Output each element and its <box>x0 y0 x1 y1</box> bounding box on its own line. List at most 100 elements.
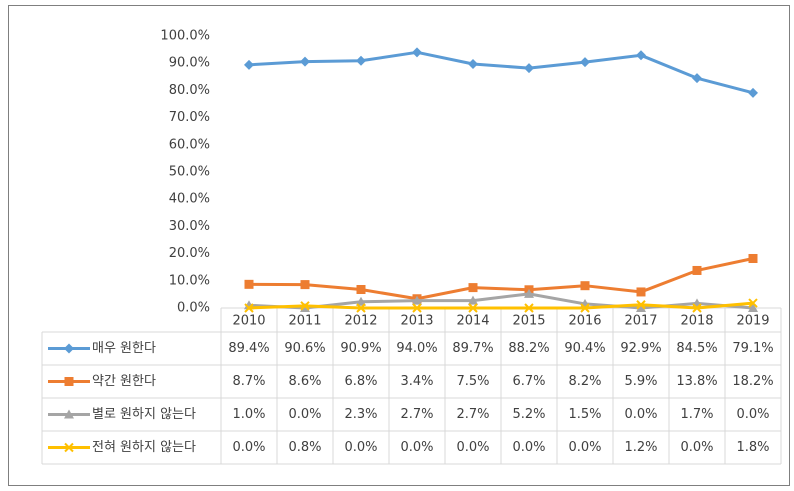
marker <box>524 288 534 298</box>
y-tick-label: 40.0% <box>169 192 210 207</box>
table-value: 13.8% <box>676 374 717 389</box>
table-value: 2.3% <box>344 407 377 422</box>
y-tick-label: 100.0% <box>160 29 210 44</box>
table-value: 0.0% <box>400 440 433 455</box>
table-value: 8.7% <box>232 374 265 389</box>
marker <box>468 303 478 313</box>
marker <box>412 295 422 305</box>
marker <box>300 56 310 67</box>
table-value: 94.0% <box>396 341 437 356</box>
marker <box>748 303 758 312</box>
table-value: 79.1% <box>732 341 773 356</box>
marker <box>748 87 758 98</box>
y-tick-label: 90.0% <box>169 56 210 71</box>
y-tick-label: 30.0% <box>169 219 210 234</box>
x-tick-label: 2015 <box>512 314 545 329</box>
table-value: 0.0% <box>736 407 769 422</box>
marker <box>356 303 366 313</box>
table-value: 6.7% <box>512 374 545 389</box>
table-value: 7.5% <box>456 374 489 389</box>
marker <box>692 265 702 275</box>
table-value: 0.0% <box>288 407 321 422</box>
x-tick-label: 2012 <box>344 314 377 329</box>
legend-label: 별로 원하지 않는다 <box>92 407 196 422</box>
table-value: 6.8% <box>344 374 377 389</box>
table-value: 89.7% <box>452 341 493 356</box>
table-value: 3.4% <box>400 374 433 389</box>
table-value: 0.0% <box>624 407 657 422</box>
legend-marker <box>64 343 74 354</box>
marker <box>468 59 478 70</box>
marker <box>412 303 422 313</box>
marker <box>580 303 590 313</box>
table-value: 1.0% <box>232 407 265 422</box>
table-value: 0.0% <box>568 440 601 455</box>
x-tick-label: 2017 <box>624 314 657 329</box>
marker <box>356 296 366 306</box>
table-value: 0.0% <box>680 440 713 455</box>
table-value: 1.7% <box>680 407 713 422</box>
y-tick-label: 80.0% <box>169 83 210 98</box>
table-value: 84.5% <box>676 341 717 356</box>
marker <box>748 253 758 263</box>
legend-marker <box>64 442 74 453</box>
marker <box>468 283 478 293</box>
x-tick-label: 2011 <box>288 314 321 329</box>
legend-label: 전혀 원하지 않는다 <box>92 440 196 455</box>
y-tick-label: 20.0% <box>169 246 210 261</box>
marker <box>244 303 254 313</box>
marker <box>692 303 702 313</box>
marker <box>692 73 702 84</box>
table-value: 1.2% <box>624 440 657 455</box>
marker <box>524 303 534 313</box>
table-value: 1.8% <box>736 440 769 455</box>
table-value: 88.2% <box>508 341 549 356</box>
table-value: 0.0% <box>512 440 545 455</box>
table-value: 18.2% <box>732 374 773 389</box>
series-line <box>248 257 754 301</box>
table-value: 2.7% <box>456 407 489 422</box>
marker <box>636 287 646 297</box>
legend-label: 매우 원한다 <box>92 341 156 356</box>
marker <box>580 57 590 68</box>
x-tick-label: 2016 <box>568 314 601 329</box>
table-value: 0.0% <box>456 440 489 455</box>
marker <box>300 303 310 312</box>
marker <box>636 303 646 312</box>
marker <box>244 279 254 289</box>
table-value: 8.2% <box>568 374 601 389</box>
y-tick-label: 60.0% <box>169 137 210 152</box>
x-tick-label: 2010 <box>232 314 265 329</box>
y-tick-label: 50.0% <box>169 165 210 180</box>
legend-marker <box>64 409 74 419</box>
table-value: 2.7% <box>400 407 433 422</box>
table-value: 92.9% <box>620 341 661 356</box>
table-value: 5.2% <box>512 407 545 422</box>
table-value: 1.5% <box>568 407 601 422</box>
table-value: 5.9% <box>624 374 657 389</box>
x-tick-label: 2018 <box>680 314 713 329</box>
marker <box>300 280 310 290</box>
series-line <box>248 50 754 95</box>
marker <box>468 295 478 305</box>
y-tick-label: 70.0% <box>169 110 210 125</box>
marker <box>524 63 534 74</box>
table-value: 0.0% <box>344 440 377 455</box>
marker <box>748 298 758 308</box>
marker <box>636 50 646 61</box>
marker <box>356 285 366 295</box>
x-tick-label: 2014 <box>456 314 489 329</box>
table-value: 90.9% <box>340 341 381 356</box>
table-value: 90.6% <box>284 341 325 356</box>
marker <box>300 301 310 311</box>
y-tick-label: 0.0% <box>177 301 210 316</box>
series-line <box>248 301 754 310</box>
x-tick-label: 2019 <box>736 314 769 329</box>
table-value: 8.6% <box>288 374 321 389</box>
marker <box>412 47 422 58</box>
y-tick-label: 10.0% <box>169 273 210 288</box>
x-tick-label: 2013 <box>400 314 433 329</box>
marker <box>580 281 590 291</box>
table-value: 0.8% <box>288 440 321 455</box>
